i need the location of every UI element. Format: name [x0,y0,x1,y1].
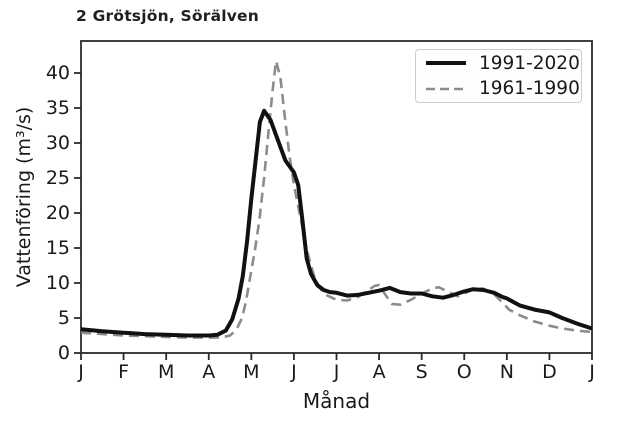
x-tick-label: A [202,361,216,383]
y-tick-label: 10 [45,272,70,294]
y-axis-label: Vattenföring (m³/s) [13,106,35,288]
y-tick-label: 20 [45,202,70,224]
x-tick-label: J [291,361,297,383]
x-tick-label: J [78,361,84,383]
y-tick-label: 35 [45,97,70,119]
y-tick-label: 30 [45,132,70,154]
x-tick-label: N [499,361,514,383]
legend-item-1991-2020: 1991-2020 [416,52,581,75]
legend-item-1961-1990: 1961-1990 [416,78,581,101]
chart-title: 2 Grötsjön, Sörälven [76,7,259,25]
y-tick-label: 0 [57,342,70,364]
legend-label-1991-2020: 1991-2020 [479,52,580,74]
y-tick-label: 40 [45,62,70,84]
x-tick-label: M [157,361,175,383]
x-tick-label: A [372,361,386,383]
y-tick-label: 25 [45,167,70,189]
x-tick-label: D [542,361,557,383]
y-tick-label: 15 [45,237,70,259]
x-axis-label: Månad [302,389,371,413]
x-tick-label: J [589,361,595,383]
x-tick-label: S [415,361,428,383]
x-tick-label: M [243,361,260,383]
legend-line-dashed-icon [426,87,466,91]
series-line-1991-2020 [80,108,593,338]
legend-label-1961-1990: 1961-1990 [479,78,580,100]
x-tick-label: F [118,361,130,383]
x-tick-label: O [456,361,472,383]
legend-line-solid-icon [426,61,466,66]
x-tick-label: J [333,361,340,383]
y-tick-label: 5 [57,307,70,329]
legend: 1991-2020 1961-1990 [415,49,582,103]
